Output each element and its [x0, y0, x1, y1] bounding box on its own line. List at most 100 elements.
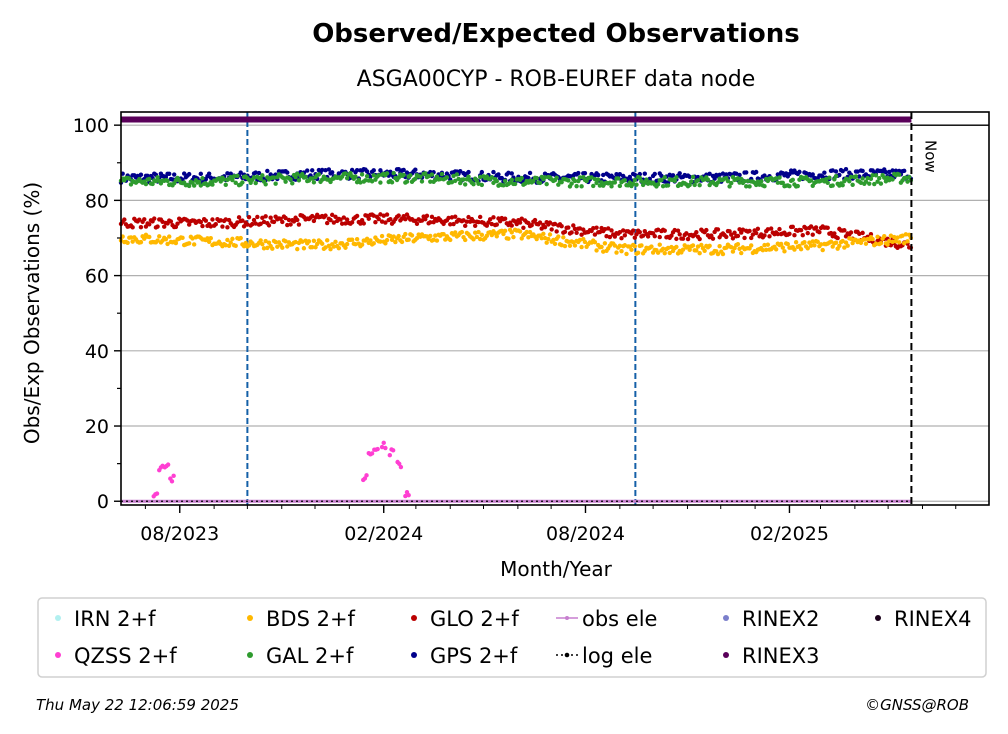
- data-point: [361, 221, 366, 226]
- data-point: [354, 213, 360, 219]
- data-point: [198, 219, 204, 225]
- data-point: [471, 237, 476, 242]
- data-point: [206, 171, 212, 176]
- data-point: [697, 251, 702, 256]
- data-point: [233, 180, 238, 186]
- data-point: [496, 172, 501, 177]
- data-point: [634, 182, 639, 187]
- data-point: [689, 179, 694, 184]
- data-point: [724, 234, 729, 240]
- data-point: [777, 175, 782, 180]
- data-point: [606, 226, 611, 231]
- data-point: [223, 182, 228, 188]
- data-point: [378, 239, 383, 244]
- data-point: [381, 440, 386, 446]
- data-point: [373, 220, 378, 225]
- data-point: [477, 174, 483, 180]
- data-point: [414, 221, 420, 227]
- data-point: [749, 235, 754, 241]
- data-point: [275, 244, 280, 249]
- series-bds-2-f: [118, 227, 914, 257]
- data-point: [449, 180, 455, 185]
- data-point: [175, 221, 180, 226]
- data-point: [371, 213, 376, 218]
- data-point: [185, 218, 190, 223]
- data-point: [223, 217, 228, 222]
- data-point: [173, 240, 179, 246]
- legend-entry: RINEX2: [723, 607, 820, 631]
- legend-entry: log ele: [556, 644, 652, 668]
- data-point: [253, 180, 258, 186]
- legend-marker: [411, 652, 417, 658]
- data-point: [754, 169, 759, 175]
- data-point: [571, 240, 576, 245]
- data-point: [353, 174, 358, 179]
- data-point: [657, 234, 662, 240]
- data-point: [612, 234, 618, 239]
- data-point: [620, 228, 626, 233]
- data-point: [810, 239, 815, 244]
- data-point: [514, 221, 519, 227]
- data-point: [329, 170, 335, 175]
- data-point: [208, 235, 213, 241]
- legend-marker-dot: [565, 616, 569, 620]
- data-point: [169, 479, 175, 484]
- legend-entry: IRN 2+f: [55, 607, 156, 631]
- data-point: [602, 241, 608, 246]
- data-point: [684, 231, 689, 236]
- data-point: [833, 174, 839, 179]
- data-point: [364, 236, 370, 242]
- data-point: [143, 181, 149, 187]
- data-point: [171, 473, 176, 479]
- legend-label: RINEX4: [894, 607, 972, 631]
- data-point: [463, 223, 468, 229]
- data-point: [541, 231, 546, 236]
- data-point: [882, 234, 887, 239]
- data-point: [458, 169, 463, 174]
- data-point: [858, 180, 864, 185]
- data-point: [577, 237, 583, 243]
- data-point: [160, 219, 165, 224]
- data-point: [820, 247, 825, 253]
- data-point: [667, 250, 672, 256]
- data-point: [320, 241, 325, 246]
- data-point: [572, 178, 578, 184]
- data-point: [295, 246, 300, 252]
- data-point: [840, 182, 845, 188]
- data-point: [153, 178, 159, 184]
- data-point: [808, 178, 814, 183]
- data-point: [223, 243, 228, 248]
- data-point: [191, 242, 197, 247]
- y-axis-label: Obs/Exp Observations (%): [20, 182, 44, 444]
- data-point: [210, 182, 215, 187]
- data-point: [767, 234, 772, 239]
- data-point: [614, 250, 619, 255]
- data-point: [476, 181, 481, 186]
- data-point: [808, 224, 814, 229]
- data-point: [461, 177, 466, 182]
- data-point: [221, 177, 227, 182]
- data-point: [213, 222, 218, 227]
- data-point: [906, 174, 912, 180]
- data-point: [624, 251, 629, 257]
- data-point: [566, 178, 571, 183]
- data-point: [735, 176, 741, 181]
- x-tick-label: 08/2023: [140, 523, 219, 545]
- data-point: [800, 233, 805, 238]
- data-point: [517, 229, 523, 234]
- data-point: [878, 241, 884, 246]
- x-tick-label: 02/2025: [750, 523, 829, 545]
- data-point: [371, 173, 376, 178]
- data-point: [662, 179, 667, 184]
- data-point: [622, 178, 628, 183]
- data-point: [552, 221, 558, 227]
- data-point: [795, 183, 800, 189]
- data-point: [506, 170, 511, 176]
- data-point: [489, 175, 495, 180]
- data-point: [665, 183, 671, 188]
- data-point: [291, 219, 297, 224]
- data-point: [872, 181, 877, 187]
- data-point: [419, 218, 425, 223]
- data-point: [755, 226, 761, 231]
- legend-marker: [55, 652, 61, 658]
